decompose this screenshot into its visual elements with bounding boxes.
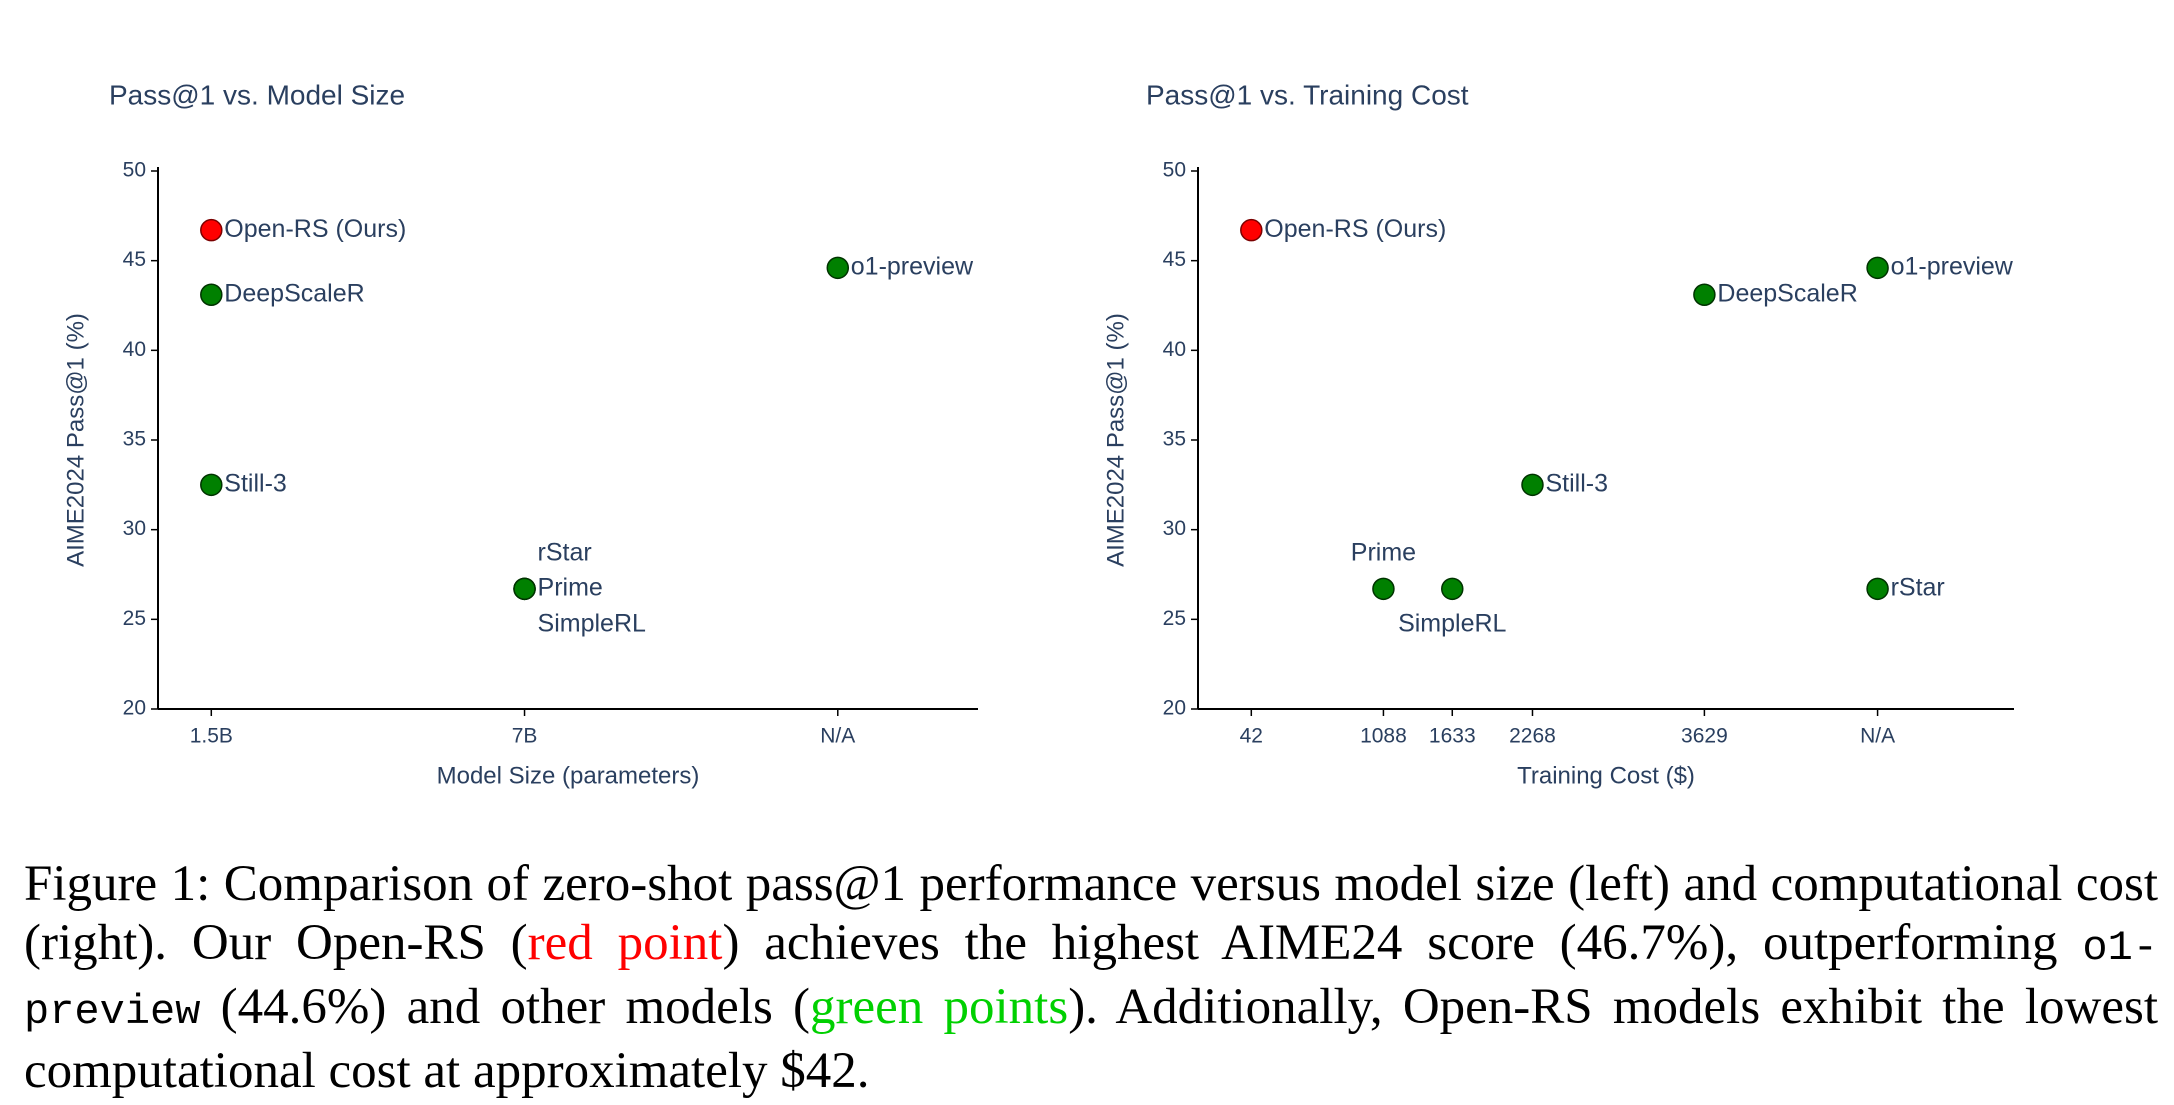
y-tick-label: 25 — [1163, 607, 1186, 630]
y-tick-label: 50 — [123, 159, 146, 182]
x-tick-label: N/A — [820, 725, 855, 748]
point-label: Prime — [538, 573, 603, 601]
point-label: Prime — [1351, 538, 1416, 566]
y-tick-label: 30 — [1163, 517, 1186, 540]
point-label: SimpleRL — [1398, 609, 1506, 637]
y-tick-label: 45 — [123, 248, 146, 271]
caption-text: ). Additionally, Open-RS models exhibit … — [24, 979, 2158, 1099]
data-point — [1866, 577, 1889, 601]
point-label: o1-preview — [1891, 252, 2014, 280]
x-tick-label: 7B — [512, 725, 538, 748]
y-tick-label: 30 — [123, 517, 146, 540]
y-tick-label: 50 — [1163, 159, 1186, 182]
point-label: Open-RS (Ours) — [224, 215, 406, 243]
y-tick-label: 40 — [123, 338, 146, 361]
data-point — [1521, 473, 1544, 497]
data-point — [1866, 256, 1889, 280]
point-label: rStar — [538, 538, 592, 566]
point-label: rStar — [1891, 573, 1945, 601]
data-point — [200, 218, 223, 242]
caption-text: green points — [810, 979, 1069, 1035]
point-label: DeepScaleR — [224, 279, 364, 307]
chart-title: Pass@1 vs. Model Size — [109, 79, 405, 110]
caption-text: ) achieves the highest AIME24 score (46.… — [722, 915, 2083, 971]
point-label: Still-3 — [224, 469, 287, 497]
y-tick-label: 35 — [123, 428, 146, 451]
x-tick-label: 1.5B — [190, 725, 233, 748]
data-point — [200, 283, 223, 306]
x-tick-label: N/A — [1860, 725, 1895, 748]
x-tick-label: 3629 — [1681, 725, 1728, 748]
x-tick-label: 42 — [1240, 725, 1263, 748]
point-label: DeepScaleR — [1717, 279, 1857, 307]
point-label: o1-preview — [851, 252, 974, 280]
y-tick-label: 20 — [1163, 697, 1186, 720]
caption-text: Figure 1: Comparison of zero-shot pass@1… — [24, 856, 2158, 971]
y-axis-label: AIME2024 Pass@1 (%) — [1102, 313, 1129, 567]
y-tick-label: 45 — [1163, 248, 1186, 271]
caption-text: red point — [527, 915, 723, 971]
data-point — [513, 577, 536, 601]
y-tick-label: 35 — [1163, 428, 1186, 451]
data-point — [826, 256, 850, 280]
point-label: Open-RS (Ours) — [1264, 215, 1446, 243]
y-tick-label: 20 — [123, 697, 146, 720]
x-axis-label: Training Cost ($) — [1517, 762, 1695, 789]
figure: Pass@1 vs. Model Size 20 25 30 35 40 45 50 1.5B 7… — [62, 79, 2014, 789]
caption-text: o1-preview — [24, 924, 2159, 1036]
point-label: SimpleRL — [538, 609, 646, 637]
x-axis-label: Model Size (parameters) — [437, 762, 700, 789]
y-tick-label: 25 — [123, 607, 146, 630]
x-tick-label: 2268 — [1509, 725, 1556, 748]
caption: Figure 1: Comparison of zero-shot pass@1… — [24, 855, 2158, 1101]
data-point — [1240, 218, 1263, 242]
data-point — [1441, 577, 1464, 601]
y-axis-label: AIME2024 Pass@1 (%) — [62, 313, 89, 567]
caption-text: (44.6%) and other models ( — [200, 979, 811, 1035]
data-point — [1693, 283, 1716, 306]
data-point — [1372, 577, 1395, 601]
point-label: Still-3 — [1545, 469, 1608, 497]
data-point — [200, 473, 223, 497]
x-tick-label: 1633 — [1429, 725, 1476, 748]
chart-title: Pass@1 vs. Training Cost — [1146, 79, 1469, 110]
y-tick-label: 40 — [1163, 338, 1186, 361]
x-tick-label: 1088 — [1360, 725, 1407, 748]
